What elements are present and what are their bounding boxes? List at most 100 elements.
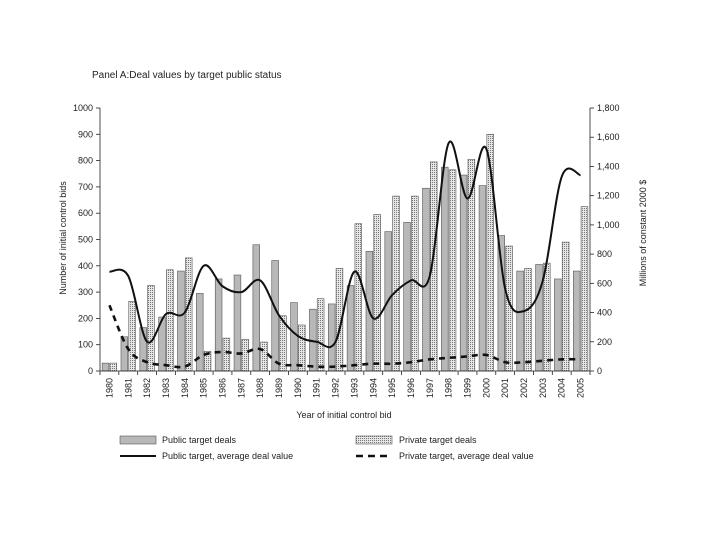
x-tick-label-2001: 2001 (500, 378, 510, 398)
x-tick-label-1998: 1998 (444, 378, 454, 398)
bar-public-1998 (441, 166, 449, 372)
x-tick-label-1990: 1990 (293, 378, 303, 398)
x-tick-label-1987: 1987 (236, 378, 246, 398)
y-tick-label-left-500: 500 (78, 235, 93, 245)
bar-private-2002 (524, 268, 532, 372)
bar-public-2004 (554, 278, 562, 372)
bar-public-2005 (572, 270, 581, 372)
y-tick-label-right-1,600: 1,600 (597, 132, 620, 142)
y-tick-label-right-1,400: 1,400 (597, 161, 620, 171)
bar-public-1993 (346, 285, 355, 372)
y-tick-label-left-700: 700 (78, 182, 93, 192)
x-axis-label: Year of initial control bid (296, 410, 391, 420)
y-axis-label-right: Millions of constant 2000 $ (638, 180, 648, 287)
bar-public-2000 (478, 185, 487, 372)
legend-item-private-avg-value: Private target, average deal value (356, 451, 534, 461)
x-tick-label-1988: 1988 (255, 378, 265, 398)
bar-public-1988 (252, 244, 260, 372)
x-tick-label-1984: 1984 (180, 378, 190, 398)
x-tick-label-1994: 1994 (368, 378, 378, 398)
bar-private-1982 (147, 285, 155, 372)
bar-private-1998 (448, 169, 457, 372)
bar-private-1995 (392, 195, 400, 372)
bar-public-1996 (403, 222, 411, 372)
x-tick-label-1980: 1980 (104, 378, 114, 398)
legend-item-private-deals: Private target deals (355, 435, 477, 445)
x-tick-label-1983: 1983 (161, 378, 171, 398)
y-tick-label-right-200: 200 (597, 337, 612, 347)
bar-public-1986 (214, 278, 223, 372)
x-tick-label-1995: 1995 (387, 378, 397, 398)
bar-private-1984 (185, 257, 193, 372)
x-tick-label-1982: 1982 (142, 378, 152, 398)
y-tick-label-left-900: 900 (78, 129, 93, 139)
y-axis-label-left: Number of initial control bids (58, 181, 68, 295)
bar-public-1981 (120, 336, 129, 372)
bar-private-1988 (260, 341, 268, 372)
bar-private-1987 (241, 339, 249, 372)
y-tick-label-left-1000: 1000 (73, 103, 93, 113)
y-tick-label-left-300: 300 (78, 287, 93, 297)
legend-label-private-avg-value: Private target, average deal value (399, 451, 534, 461)
axes: 0 100 200 300 400 500 600 700 800 900 1000 0 200 400 6… (73, 103, 620, 398)
y-tick-label-left-600: 600 (78, 208, 93, 218)
legend-item-public-avg-value: Public target, average deal value (120, 451, 293, 461)
legend-label-public-deals: Public target deals (162, 435, 237, 445)
x-tick-label-2002: 2002 (519, 378, 529, 398)
y-tick-label-left-400: 400 (78, 261, 93, 271)
bar-private-2003 (543, 262, 551, 372)
bar-private-2005 (580, 206, 589, 372)
x-tick-label-1993: 1993 (349, 378, 359, 398)
bar-public-1980 (101, 362, 110, 372)
line-public-avg-value (109, 140, 581, 349)
bar-public-1987 (233, 274, 242, 372)
bar-public-1984 (177, 270, 185, 372)
y-tick-label-left-0: 0 (88, 366, 93, 376)
bar-public-2002 (516, 270, 524, 372)
x-tick-label-2005: 2005 (576, 378, 586, 398)
y-tick-label-right-1,000: 1,000 (597, 220, 620, 230)
bar-private-1981 (128, 301, 136, 372)
legend-item-public-deals: Public target deals (119, 435, 237, 445)
x-tick-label-2003: 2003 (538, 378, 548, 398)
y-tick-label-right-0: 0 (597, 366, 602, 376)
chart-title: Panel A:Deal values by target public sta… (92, 70, 282, 81)
legend-label-public-avg-value: Public target, average deal value (162, 451, 293, 461)
x-tick-label-1985: 1985 (199, 378, 209, 398)
y-tick-label-left-100: 100 (78, 340, 93, 350)
legend-label-private-deals: Private target deals (399, 435, 477, 445)
bar-public-2003 (535, 264, 543, 372)
x-tick-label-1981: 1981 (123, 378, 133, 398)
bar-public-1990 (290, 302, 298, 372)
bar-private-1986 (222, 337, 231, 372)
legend-swatch-private-deals (355, 435, 393, 445)
x-tick-label-1989: 1989 (274, 378, 284, 398)
bar-private-1991 (316, 298, 325, 372)
legend: Public target deals Private target deals… (119, 435, 534, 461)
y-tick-label-right-1,800: 1,800 (597, 103, 620, 113)
bar-public-1999 (459, 174, 468, 372)
x-tick-label-2004: 2004 (557, 378, 567, 398)
legend-swatch-public-deals (119, 435, 157, 445)
x-tick-label-1996: 1996 (406, 378, 416, 398)
x-tick-label-1986: 1986 (218, 378, 228, 398)
bar-private-2004 (561, 241, 570, 372)
y-tick-label-right-400: 400 (597, 308, 612, 318)
x-tick-label-1992: 1992 (331, 378, 341, 398)
x-tick-label-2000: 2000 (481, 378, 491, 398)
plot-area (101, 134, 589, 372)
line-private-avg-value (108, 304, 581, 369)
x-tick-label-1999: 1999 (463, 378, 473, 398)
y-tick-label-right-1,200: 1,200 (597, 191, 620, 201)
bar-private-1980 (109, 362, 118, 372)
bar-public-1989 (271, 260, 279, 372)
bar-private-1993 (354, 223, 363, 372)
y-tick-label-right-800: 800 (597, 249, 612, 259)
x-tick-label-1991: 1991 (312, 378, 322, 398)
x-tick-label-1997: 1997 (425, 378, 435, 398)
bar-private-1983 (166, 269, 174, 372)
y-tick-label-right-600: 600 (597, 278, 612, 288)
bar-public-1992 (327, 303, 336, 372)
bar-private-1994 (373, 214, 381, 372)
